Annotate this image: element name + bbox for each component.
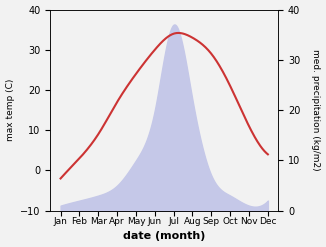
Y-axis label: med. precipitation (kg/m2): med. precipitation (kg/m2) [311,49,320,171]
X-axis label: date (month): date (month) [123,231,205,242]
Y-axis label: max temp (C): max temp (C) [6,79,15,141]
